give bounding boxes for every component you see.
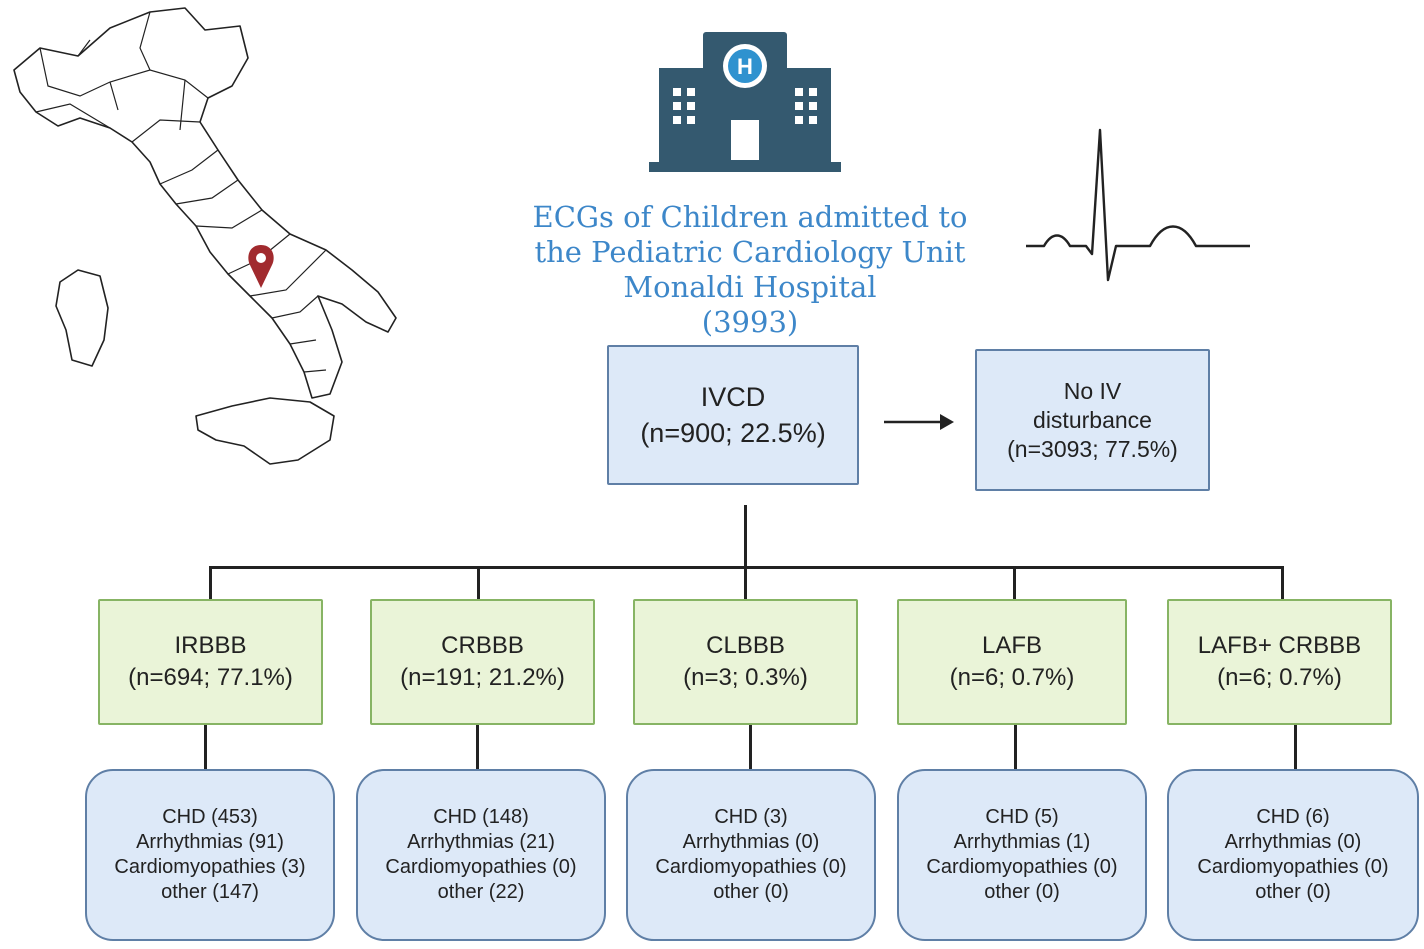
- connector-drop: [744, 566, 747, 599]
- location-pin-icon: [248, 245, 274, 288]
- connector-drop: [477, 566, 480, 599]
- italy-map: [13, 7, 397, 465]
- ivcd-box: IVCD (n=900; 22.5%): [607, 345, 859, 485]
- category-box-lafb: LAFB (n=6; 0.7%): [897, 599, 1127, 725]
- no-iv-box: No IV disturbance (n=3093; 77.5%): [975, 349, 1210, 491]
- connector-drop: [1013, 566, 1016, 599]
- category-label: CRBBB: [441, 632, 524, 659]
- detail-chd: CHD (148): [433, 806, 529, 828]
- detail-box-lafb-crbbb: CHD (6) Arrhythmias (0) Cardiomyopathies…: [1167, 769, 1419, 941]
- detail-arrhythmias: Arrhythmias (0): [682, 831, 820, 853]
- title-line-2: the Pediatric Cardiology Unit: [534, 235, 966, 269]
- category-label: CLBBB: [706, 632, 785, 659]
- detail-box-irbbb: CHD (453) Arrhythmias (91) Cardiomyopath…: [85, 769, 335, 941]
- ecg-wave-icon: [1026, 128, 1250, 282]
- detail-other: other (0): [984, 881, 1060, 903]
- category-label: LAFB+ CRBBB: [1197, 632, 1362, 659]
- detail-box-crbbb: CHD (148) Arrhythmias (21) Cardiomyopath…: [356, 769, 606, 941]
- diagram-title: ECGs of Children admitted to the Pediatr…: [500, 200, 1000, 340]
- connector-drop: [1281, 566, 1284, 599]
- hospital-letter: H: [737, 54, 753, 79]
- connector-detail: [749, 725, 752, 769]
- category-box-irbbb: IRBBB (n=694; 77.1%): [98, 599, 323, 725]
- detail-arrhythmias: Arrhythmias (91): [136, 831, 284, 853]
- detail-other: other (22): [437, 881, 525, 903]
- no-iv-stats: (n=3093; 77.5%): [1007, 435, 1178, 462]
- no-iv-line-2: disturbance: [1033, 406, 1152, 433]
- connector-detail: [1294, 725, 1297, 769]
- category-stats: (n=6; 0.7%): [949, 664, 1075, 691]
- title-line-3: Monaldi Hospital: [623, 270, 877, 304]
- category-stats: (n=6; 0.7%): [1217, 664, 1342, 691]
- detail-cardiomyopathies: Cardiomyopathies (0): [655, 856, 847, 878]
- connector-drop: [209, 566, 212, 599]
- detail-other: other (0): [713, 881, 789, 903]
- ivcd-stats: (n=900; 22.5%): [640, 418, 826, 448]
- detail-chd: CHD (3): [714, 806, 788, 828]
- detail-arrhythmias: Arrhythmias (1): [953, 831, 1091, 853]
- category-label: IRBBB: [174, 632, 247, 659]
- detail-cardiomyopathies: Cardiomyopathies (0): [385, 856, 577, 878]
- detail-chd: CHD (6): [1256, 806, 1330, 828]
- connector-trunk: [744, 505, 747, 569]
- detail-other: other (147): [161, 881, 259, 903]
- no-iv-line-1: No IV: [1063, 377, 1122, 404]
- detail-cardiomyopathies: Cardiomyopathies (0): [1197, 856, 1389, 878]
- detail-other: other (0): [1255, 881, 1331, 903]
- category-box-clbbb: CLBBB (n=3; 0.3%): [633, 599, 858, 725]
- category-stats: (n=694; 77.1%): [128, 664, 293, 691]
- detail-box-lafb: CHD (5) Arrhythmias (1) Cardiomyopathies…: [897, 769, 1147, 941]
- detail-arrhythmias: Arrhythmias (21): [407, 831, 555, 853]
- category-stats: (n=191; 21.2%): [400, 664, 565, 691]
- connector-detail: [476, 725, 479, 769]
- arrow-right-icon: [884, 414, 954, 430]
- connector-detail: [204, 725, 207, 769]
- detail-chd: CHD (5): [985, 806, 1059, 828]
- category-box-crbbb: CRBBB (n=191; 21.2%): [370, 599, 595, 725]
- detail-arrhythmias: Arrhythmias (0): [1224, 831, 1362, 853]
- category-stats: (n=3; 0.3%): [683, 664, 808, 691]
- connector-detail: [1014, 725, 1017, 769]
- title-line-1: ECGs of Children admitted to: [532, 200, 968, 234]
- detail-cardiomyopathies: Cardiomyopathies (0): [926, 856, 1118, 878]
- title-line-4: (3993): [701, 305, 799, 339]
- hospital-icon: H: [649, 32, 841, 172]
- category-box-lafb-crbbb: LAFB+ CRBBB (n=6; 0.7%): [1167, 599, 1392, 725]
- detail-cardiomyopathies: Cardiomyopathies (3): [114, 856, 306, 878]
- detail-chd: CHD (453): [162, 806, 258, 828]
- ivcd-label: IVCD: [700, 382, 766, 412]
- category-label: LAFB: [981, 632, 1043, 659]
- detail-box-clbbb: CHD (3) Arrhythmias (0) Cardiomyopathies…: [626, 769, 876, 941]
